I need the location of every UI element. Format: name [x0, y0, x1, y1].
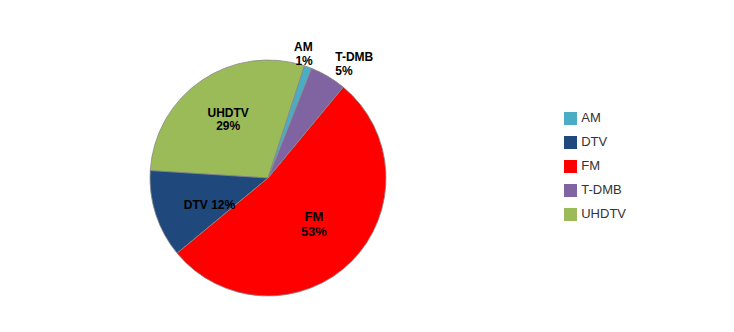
html-text:UHDTV: UHDTV: [581, 206, 626, 221]
svg-text:DTV 12%: DTV 12%: [184, 198, 236, 212]
html-text:FM: FM: [581, 158, 600, 173]
svg-text:AM1%: AM1%: [294, 40, 313, 68]
svg-text:UHDTV29%: UHDTV29%: [208, 106, 249, 134]
svg-text:T-DMB5%: T-DMB5%: [335, 50, 373, 78]
html-text:DTV: DTV: [581, 134, 608, 149]
html-text:AM: AM: [581, 110, 601, 125]
html-text:T-DMB: T-DMB: [581, 182, 622, 197]
svg-text:FM53%: FM53%: [301, 209, 327, 239]
